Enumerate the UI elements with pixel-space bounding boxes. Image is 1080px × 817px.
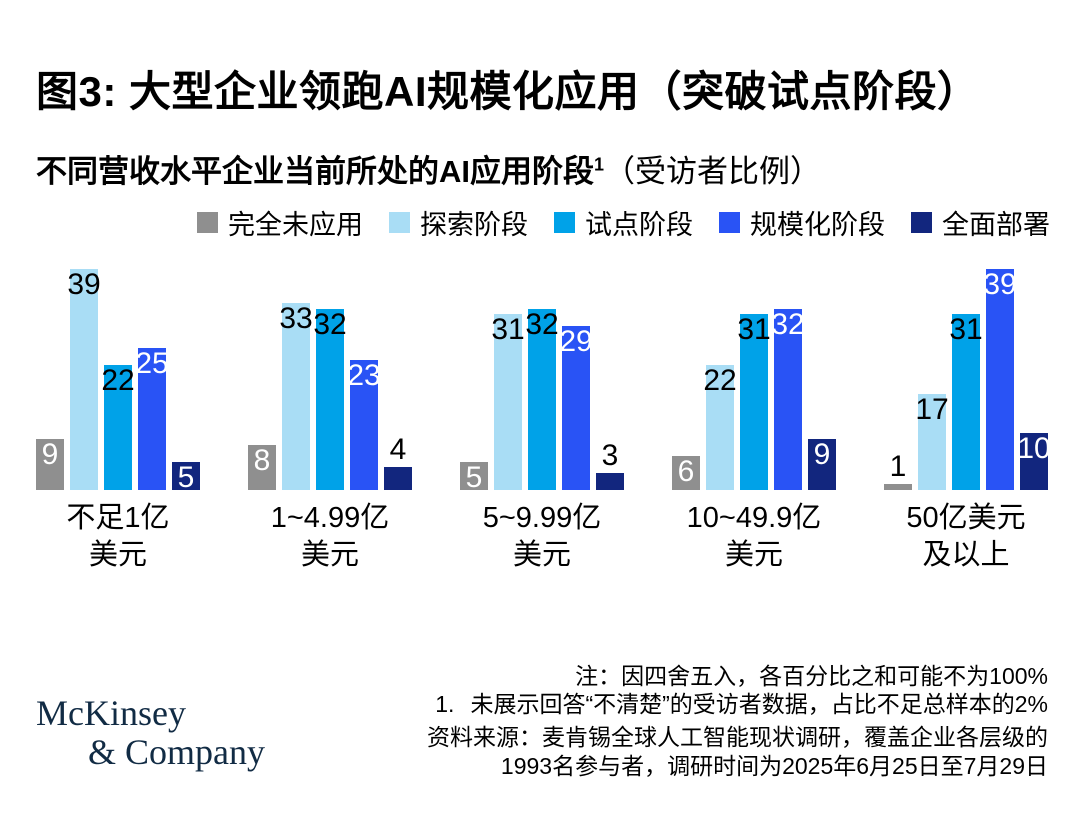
bar-value-label: 22 <box>101 364 135 397</box>
bar-value-label: 5 <box>465 461 483 494</box>
bar-value-label: 6 <box>677 455 695 488</box>
bar-value-label: 29 <box>559 325 593 358</box>
bar-完全未应用-3: 6 <box>672 456 700 490</box>
bar-试点阶段-3: 31 <box>737 313 771 490</box>
footnote-1-text: 未展示回答“不清楚”的受访者数据，占比不足总样本的2% <box>470 691 1048 717</box>
bar-group-3: 6 22 31 32 9 <box>672 252 836 490</box>
bar-value-label: 9 <box>41 438 59 471</box>
legend: 完全未应用 探索阶段 试点阶段 规模化阶段 全面部署 <box>197 203 1050 242</box>
bar-group-2: 5 31 32 29 3 <box>460 252 624 494</box>
legend-item-4: 全面部署 <box>911 203 1050 242</box>
bar-试点阶段-2: 32 <box>525 308 559 490</box>
bar-探索阶段-3: 22 <box>703 364 737 490</box>
footnotes: 注：因四舍五入，各百分比之和可能不为100% 1. 未展示回答“不清楚”的受访者数… <box>427 662 1048 780</box>
legend-item-3: 规模化阶段 <box>719 203 885 242</box>
figure-subtitle: 不同营收水平企业当前所处的AI应用阶段1（受访者比例） <box>36 146 821 191</box>
source-line-2: 1993名参与者，调研时间为2025年6月25日至7月29日 <box>500 753 1048 779</box>
bar-探索阶段-1: 33 <box>279 302 313 490</box>
subtitle-normal: （受访者比例） <box>604 154 822 189</box>
category-label-0: 不足1亿 美元 <box>66 502 170 571</box>
bar-全面部署-1: 4 <box>384 434 412 490</box>
bar-chart: 9 39 22 25 5 8 33 32 23 4 5 31 32 29 3 6 22 31 32 9 1 17 31 39 1… <box>36 252 1051 494</box>
bar-value-label: 32 <box>525 308 559 341</box>
legend-swatch-icon <box>911 212 932 233</box>
legend-item-1: 探索阶段 <box>389 203 528 242</box>
bar-完全未应用-0: 9 <box>36 439 64 490</box>
legend-swatch-icon <box>197 212 218 233</box>
legend-item-0: 完全未应用 <box>197 203 363 242</box>
bar-value-label: 23 <box>347 359 381 392</box>
bar-规模化阶段-2: 29 <box>559 325 593 490</box>
bar-完全未应用-1: 8 <box>248 445 276 490</box>
bar-探索阶段-2: 31 <box>491 313 525 490</box>
bar-全面部署-2: 3 <box>596 440 624 490</box>
bar-value-label: 33 <box>279 302 313 335</box>
bar-探索阶段-0: 39 <box>67 268 101 490</box>
legend-label: 完全未应用 <box>228 210 363 240</box>
bar-全面部署-3: 9 <box>808 439 836 490</box>
bar-value-label: 17 <box>915 393 949 426</box>
category-label-2: 5~9.99亿 美元 <box>482 502 602 571</box>
figure-title: 图3: 大型企业领跑AI规模化应用（突破试点阶段） <box>36 68 980 115</box>
bar-value-label: 32 <box>313 308 347 341</box>
bar-规模化阶段-4: 39 <box>983 268 1017 490</box>
subtitle-bold: 不同营收水平企业当前所处的AI应用阶段 <box>36 154 594 189</box>
legend-label: 全面部署 <box>942 210 1050 240</box>
footnote-1: 1. 未展示回答“不清楚”的受访者数据，占比不足总样本的2% <box>427 690 1048 718</box>
bar-value-label: 25 <box>135 347 169 380</box>
bar-规模化阶段-3: 32 <box>771 308 805 490</box>
bar-试点阶段-4: 31 <box>949 313 983 490</box>
bar-探索阶段-4: 17 <box>915 393 949 490</box>
bar-value-label: 9 <box>813 438 831 471</box>
bar-value-label: 8 <box>253 444 271 477</box>
category-label-3: 10~49.9亿 美元 <box>686 502 822 571</box>
bar-规模化阶段-0: 25 <box>135 347 169 490</box>
legend-swatch-icon <box>719 212 740 233</box>
legend-item-2: 试点阶段 <box>554 203 693 242</box>
bar-value-label: 32 <box>771 308 805 341</box>
bar-完全未应用-4: 1 <box>884 451 912 490</box>
bar-全面部署-0: 5 <box>172 462 200 494</box>
bar-group-4: 1 17 31 39 10 <box>884 252 1051 490</box>
bar-试点阶段-1: 32 <box>313 308 347 490</box>
legend-swatch-icon <box>554 212 575 233</box>
category-label-1: 1~4.99亿 美元 <box>270 502 390 571</box>
bar-value-label: 1 <box>889 450 907 483</box>
category-label-4: 50亿美元 及以上 <box>906 502 1026 571</box>
category-axis: 不足1亿 美元 1~4.99亿 美元 5~9.99亿 美元 10~49.9亿 美元 50亿美元及… <box>36 500 1048 574</box>
legend-swatch-icon <box>389 212 410 233</box>
bar-value-label: 22 <box>703 364 737 397</box>
bar-全面部署-4: 10 <box>1017 432 1051 490</box>
subtitle-footnote-marker: 1 <box>594 154 605 175</box>
bar-group-0: 9 39 22 25 5 <box>36 252 200 494</box>
logo-line-1: McKinsey <box>36 693 186 733</box>
legend-label: 试点阶段 <box>585 210 693 240</box>
legend-label: 规模化阶段 <box>750 210 885 240</box>
bar-value-label: 31 <box>737 313 771 346</box>
mckinsey-logo: McKinsey & Company <box>36 694 265 772</box>
footnote-1-number: 1. <box>435 691 455 717</box>
rounding-note: 注：因四舍五入，各百分比之和可能不为100% <box>575 663 1048 689</box>
bar-value-label: 31 <box>949 313 983 346</box>
bar-value-label: 3 <box>601 439 619 472</box>
legend-label: 探索阶段 <box>420 210 528 240</box>
bar-value-label: 39 <box>67 268 101 301</box>
bar-value-label: 31 <box>491 313 525 346</box>
bar-value-label: 39 <box>983 268 1017 301</box>
logo-line-2: & Company <box>88 732 265 772</box>
bar-value-label: 4 <box>389 433 407 466</box>
bar-group-1: 8 33 32 23 4 <box>248 252 412 490</box>
bar-value-label: 10 <box>1017 432 1051 465</box>
source-line-1: 资料来源：麦肯锡全球人工智能现状调研，覆盖企业各层级的 <box>427 724 1048 750</box>
bar-试点阶段-0: 22 <box>101 364 135 490</box>
bar-规模化阶段-1: 23 <box>347 359 381 490</box>
bar-value-label: 5 <box>177 461 195 494</box>
bar-完全未应用-2: 5 <box>460 462 488 494</box>
